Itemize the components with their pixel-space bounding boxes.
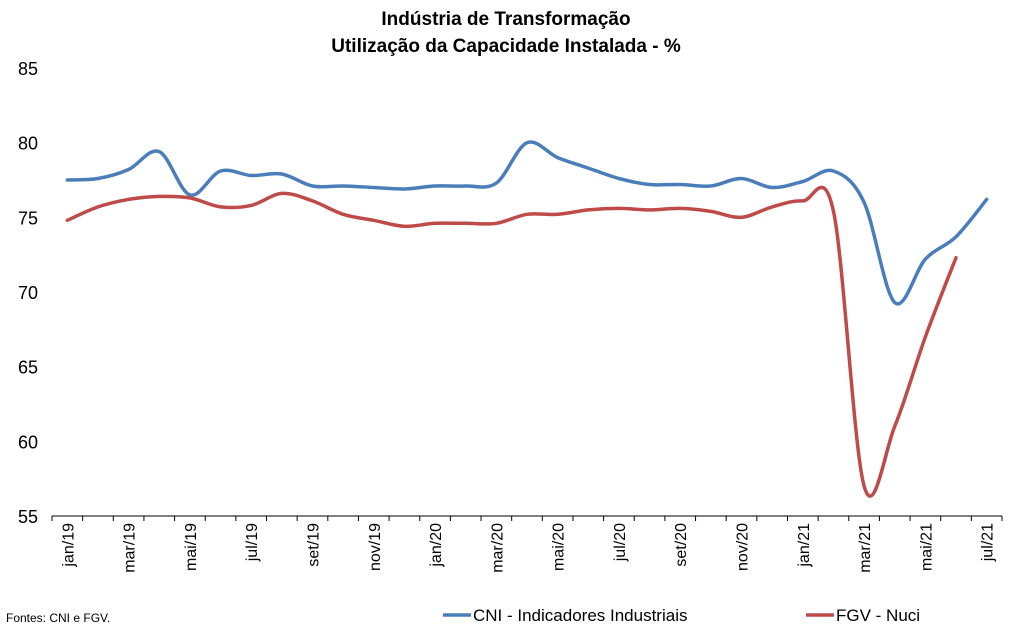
series-layer: [65, 140, 989, 498]
x-tick-label: nov/20: [735, 523, 752, 571]
y-tick-label: 75: [18, 208, 38, 228]
x-tick-label: set/20: [673, 523, 690, 567]
x-tick-label: jan/19: [60, 523, 77, 568]
legend-label: FGV - Nuci: [836, 606, 920, 625]
y-axis: 55 60 65 70 75 80 85: [18, 59, 38, 527]
x-tick-label: jul/20: [612, 523, 629, 562]
legend-item-fgv: FGV - Nuci: [806, 606, 920, 625]
y-tick-label: 65: [18, 358, 38, 378]
x-tick-label: mar/19: [122, 523, 139, 573]
y-tick-label: 55: [18, 507, 38, 527]
legend: CNI - Indicadores Industriais FGV - Nuci: [443, 606, 920, 625]
y-tick-label: 70: [18, 283, 38, 303]
x-tick-label: jul/19: [244, 523, 261, 562]
x-tick-label: nov/19: [367, 523, 384, 571]
y-tick-label: 60: [18, 432, 38, 452]
x-axis: jan/19 mar/19 mai/19 jul/19 set/19 nov/19 jan/…: [51, 515, 1003, 573]
x-tick-label: mai/19: [183, 523, 200, 571]
chart-title-block: Indústria de Transformação Utilização da…: [0, 6, 1012, 60]
cni-series-line: [65, 140, 989, 306]
y-tick-label: 85: [18, 59, 38, 79]
x-tick-label: jan/20: [428, 523, 445, 568]
x-tick-label: mai/21: [918, 523, 935, 571]
chart-subtitle: Utilização da Capacidade Instalada - %: [331, 36, 681, 57]
legend-label: CNI - Indicadores Industriais: [473, 606, 687, 625]
x-tick-label: jul/21: [980, 523, 997, 562]
x-tick-label: mar/21: [857, 523, 874, 573]
x-tick-label: mai/20: [551, 523, 568, 571]
fgv-series-line: [65, 185, 958, 498]
y-tick-label: 80: [18, 134, 38, 154]
legend-item-cni: CNI - Indicadores Industriais: [443, 606, 687, 625]
x-tick-label: jan/21: [796, 523, 813, 568]
chart-title: Indústria de Transformação: [381, 9, 631, 30]
x-tick-label: set/19: [305, 523, 322, 567]
x-tick-label: mar/20: [489, 523, 506, 573]
source-note: Fontes: CNI e FGV.: [6, 611, 111, 625]
